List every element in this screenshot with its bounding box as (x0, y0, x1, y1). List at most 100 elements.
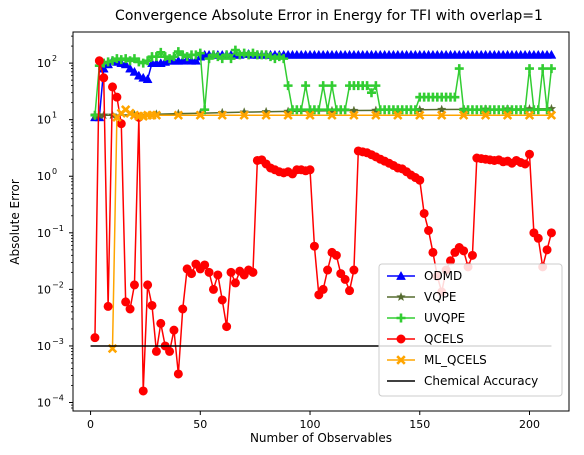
y-tick-exponent: −4 (52, 394, 64, 403)
data-point (305, 165, 315, 175)
data-point (371, 110, 381, 120)
legend-label: Chemical Accuracy (424, 374, 538, 388)
legend-swatch-marker (396, 355, 406, 365)
data-point (191, 50, 201, 60)
data-point (125, 304, 135, 314)
data-point (371, 81, 381, 91)
legend-swatch-marker (396, 270, 406, 280)
data-point (103, 301, 113, 311)
series-qcels (90, 56, 556, 396)
data-point (331, 250, 341, 260)
data-point (248, 267, 258, 277)
x-tick-label: 150 (409, 418, 430, 431)
data-point (169, 325, 179, 335)
data-point (340, 274, 350, 284)
data-point (362, 81, 372, 91)
data-point (546, 49, 557, 59)
data-point (533, 233, 543, 243)
x-tick-label: 0 (87, 418, 94, 431)
data-point (116, 119, 126, 129)
data-point (323, 265, 333, 275)
data-point (437, 104, 447, 114)
data-point (151, 52, 161, 62)
data-point (314, 105, 324, 115)
legend-box (378, 263, 563, 397)
data-point (520, 159, 530, 169)
y-tick-exponent: −3 (52, 337, 64, 346)
data-point (195, 48, 205, 58)
data-point (208, 284, 218, 294)
data-point (213, 270, 223, 280)
legend-entry: QCELS (387, 332, 464, 346)
data-point (301, 81, 311, 91)
data-point (327, 81, 337, 91)
legend-label: ML_QCELS (424, 353, 487, 367)
legend-swatch-marker (396, 292, 406, 301)
data-point (151, 110, 162, 120)
legend: ODMD VQPE UVQPE QCELS ML_QCELS Chemical Accur… (378, 263, 563, 397)
data-point (546, 64, 556, 74)
y-axis-title: Absolute Error (8, 179, 22, 265)
data-point (156, 47, 166, 57)
data-point (90, 333, 100, 343)
data-point (542, 105, 552, 115)
data-point (120, 59, 131, 69)
data-point (467, 250, 477, 260)
data-point (261, 110, 271, 120)
data-point (217, 110, 227, 120)
data-point (217, 295, 227, 305)
data-point (187, 269, 197, 279)
data-point (99, 73, 109, 83)
data-point (524, 64, 534, 74)
data-point (524, 110, 535, 120)
data-point (542, 245, 552, 255)
series-ml-qcels (107, 104, 557, 354)
data-point (112, 92, 122, 102)
data-point (305, 110, 315, 120)
data-point (279, 54, 289, 64)
data-point (424, 225, 434, 235)
data-point (520, 105, 530, 115)
data-point (318, 81, 328, 91)
data-point (459, 246, 469, 256)
data-point (226, 267, 236, 277)
data-point (296, 105, 306, 115)
x-axis: 0 50 100 150 200 (87, 411, 540, 431)
data-point (538, 64, 548, 74)
data-point (546, 110, 557, 120)
legend-swatch-marker (396, 334, 406, 344)
data-point (222, 322, 232, 332)
data-point (454, 64, 464, 74)
data-point (480, 110, 491, 120)
y-tick-exponent: 0 (52, 167, 57, 176)
data-point (239, 110, 249, 120)
data-point (156, 318, 166, 328)
data-point (173, 369, 183, 379)
data-point (502, 110, 513, 120)
data-point (428, 247, 438, 257)
legend-entry: ODMD (387, 269, 462, 283)
legend-label: QCELS (424, 332, 464, 346)
data-point (138, 386, 148, 396)
plot-frame (72, 31, 570, 412)
data-point (173, 110, 184, 120)
x-tick-label: 50 (193, 418, 207, 431)
legend-entry: VQPE (387, 290, 456, 304)
data-point (248, 48, 258, 58)
data-point (458, 110, 469, 120)
data-point (345, 286, 355, 296)
y-tick-exponent: −1 (52, 224, 64, 233)
data-point (94, 56, 104, 66)
legend-entry: Chemical Accuracy (387, 374, 538, 388)
data-point (129, 66, 140, 76)
data-point (366, 88, 376, 98)
y-tick-label: 10 (37, 170, 51, 183)
data-point (142, 74, 153, 84)
data-point (283, 81, 293, 91)
data-point (178, 304, 188, 314)
data-point (151, 346, 161, 356)
data-point (244, 50, 254, 60)
data-point (524, 149, 534, 159)
